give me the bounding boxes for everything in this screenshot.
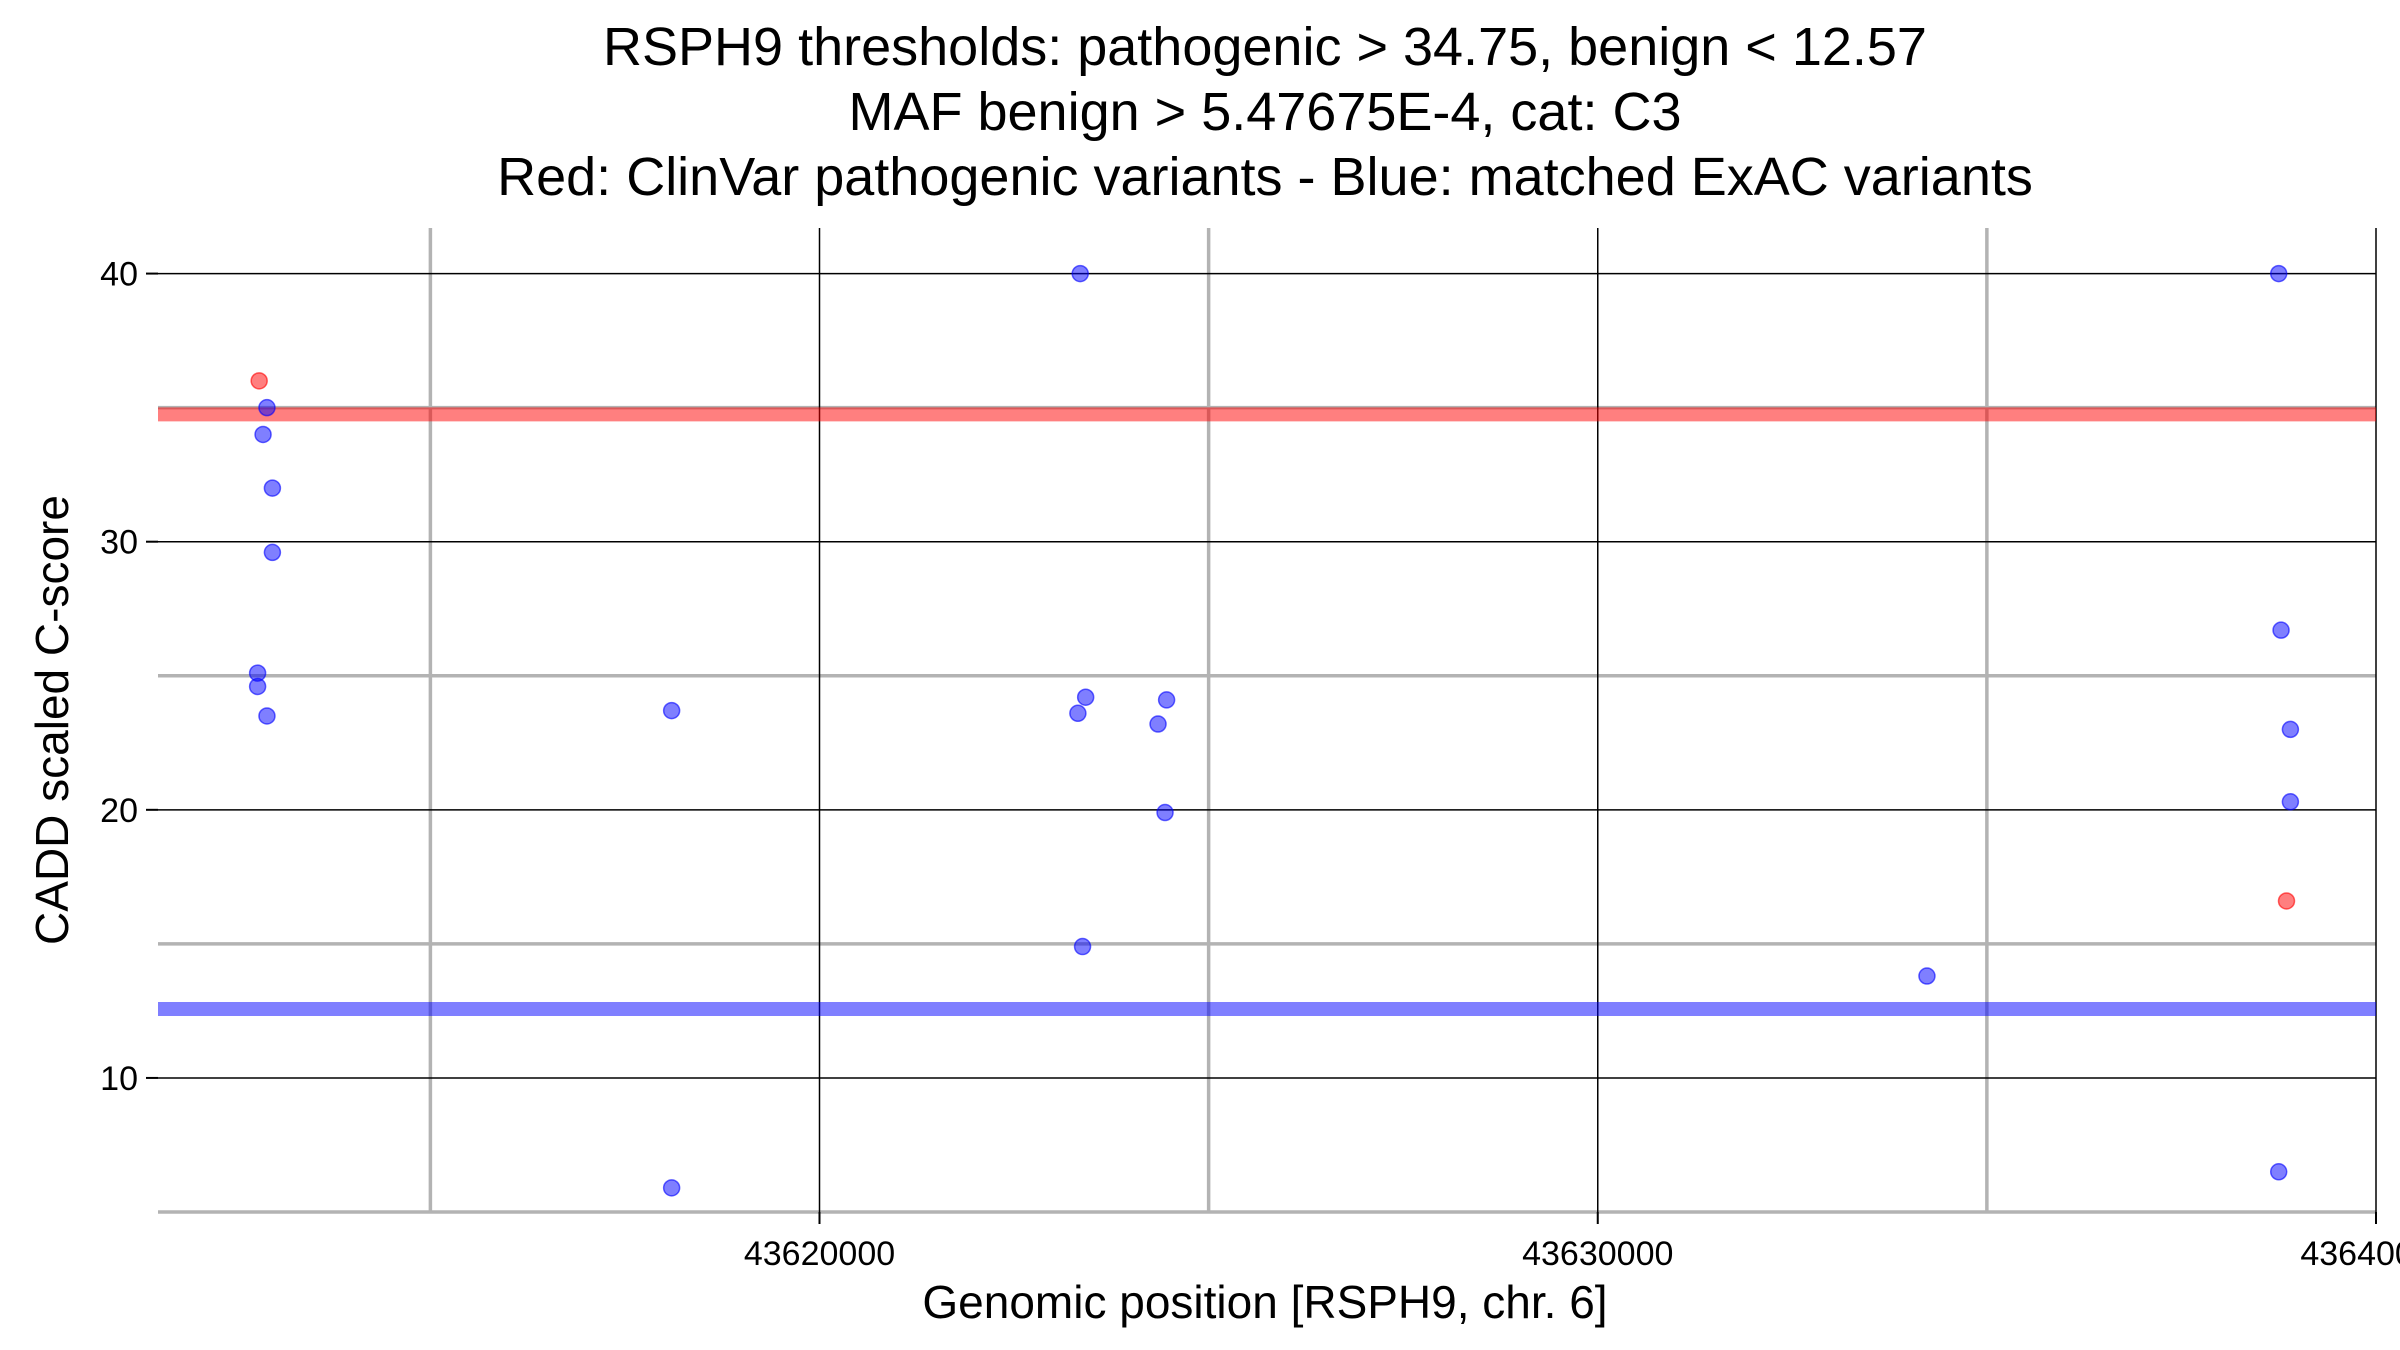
grid — [158, 228, 2377, 1214]
exac-point — [1918, 967, 1936, 985]
exac-point — [1071, 264, 1089, 283]
exac-point — [248, 677, 267, 696]
exac-point — [662, 1179, 681, 1197]
chart-title: RSPH9 thresholds: pathogenic > 34.75, be… — [497, 17, 2033, 207]
exac-point — [263, 479, 282, 497]
exac-point — [1156, 803, 1174, 822]
exac-point — [1069, 704, 1087, 723]
exac-point — [1149, 715, 1167, 733]
exac-point — [2269, 1163, 2288, 1181]
exac-point — [2281, 793, 2300, 811]
axis-ticks: 10 20 30 40 43620000 43630000 43640000 — [100, 256, 2400, 1273]
y-axis-title: CADD scaled C-score — [26, 495, 78, 945]
title-line-3: Red: ClinVar pathogenic variants - Blue:… — [497, 147, 2033, 207]
exac-point — [1076, 688, 1095, 706]
x-tick-label: 43630000 — [1522, 1235, 1673, 1273]
x-axis-title: Genomic position [RSPH9, chr. 6] — [922, 1276, 1607, 1328]
exac-point — [2269, 264, 2288, 283]
exac-point — [662, 701, 681, 720]
x-tick-label: 43620000 — [744, 1235, 895, 1273]
clinvar-point — [2277, 892, 2296, 910]
data-points — [248, 264, 2300, 1197]
y-tick-label: 40 — [100, 256, 138, 294]
y-tick-label: 10 — [100, 1060, 138, 1098]
title-line-1: RSPH9 thresholds: pathogenic > 34.75, be… — [603, 17, 1927, 77]
threshold-lines — [158, 407, 2376, 1017]
y-tick-label: 20 — [100, 792, 138, 830]
exac-point — [258, 398, 276, 417]
exac-point — [1073, 937, 1092, 956]
exac-point — [2281, 720, 2300, 739]
exac-point — [258, 707, 276, 725]
exac-point — [263, 543, 282, 562]
exac-point — [2272, 621, 2290, 639]
exac-point — [1157, 691, 1176, 709]
exac-point — [254, 425, 272, 444]
title-line-2: MAF benign > 5.47675E-4, cat: C3 — [849, 82, 1682, 142]
clinvar-point — [250, 372, 268, 390]
x-tick-label: 43640000 — [2300, 1235, 2400, 1273]
y-tick-label: 30 — [100, 524, 138, 562]
